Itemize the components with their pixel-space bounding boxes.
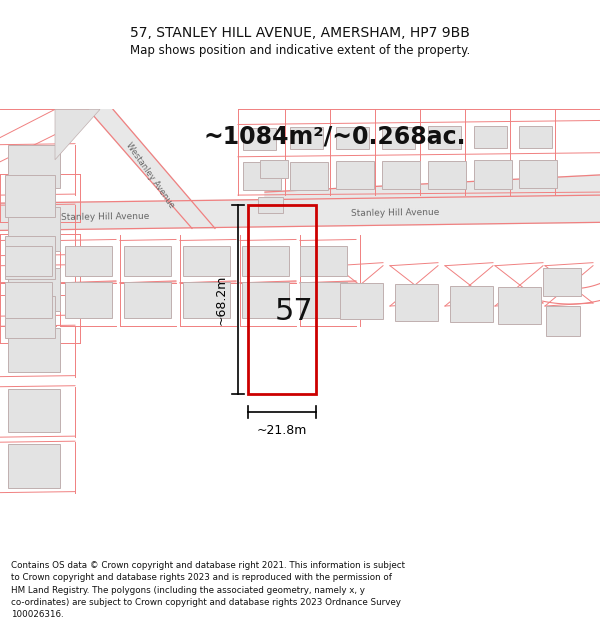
- Bar: [8, 144, 60, 188]
- Bar: [183, 282, 230, 318]
- Bar: [260, 160, 288, 178]
- Bar: [8, 389, 60, 432]
- Bar: [183, 246, 230, 276]
- Bar: [300, 246, 347, 276]
- Text: ~68.2m: ~68.2m: [215, 274, 228, 324]
- Bar: [242, 282, 289, 318]
- Bar: [382, 161, 420, 189]
- Bar: [340, 283, 383, 319]
- Polygon shape: [88, 109, 215, 228]
- Bar: [543, 268, 581, 296]
- Bar: [8, 444, 60, 488]
- Bar: [395, 284, 438, 321]
- Text: 57, STANLEY HILL AVENUE, AMERSHAM, HP7 9BB: 57, STANLEY HILL AVENUE, AMERSHAM, HP7 9…: [130, 26, 470, 40]
- Bar: [5, 236, 55, 279]
- Bar: [474, 160, 512, 189]
- Bar: [65, 246, 112, 276]
- Bar: [124, 282, 171, 318]
- Bar: [5, 246, 52, 276]
- Bar: [336, 127, 369, 149]
- Bar: [428, 161, 466, 189]
- Bar: [243, 162, 281, 190]
- Bar: [300, 282, 347, 318]
- Bar: [8, 328, 60, 372]
- Bar: [382, 127, 415, 149]
- Bar: [242, 246, 289, 276]
- Polygon shape: [265, 175, 600, 203]
- Text: 57: 57: [275, 297, 314, 326]
- Text: Map shows position and indicative extent of the property.: Map shows position and indicative extent…: [130, 44, 470, 57]
- Bar: [519, 126, 552, 148]
- Bar: [498, 288, 541, 324]
- Bar: [290, 161, 328, 190]
- Text: Stanley Hill Avenue: Stanley Hill Avenue: [351, 208, 439, 218]
- Bar: [5, 282, 52, 318]
- Bar: [8, 208, 60, 251]
- Text: ~21.8m: ~21.8m: [257, 424, 307, 437]
- Bar: [290, 127, 323, 149]
- Text: Stanley Hill Avenue: Stanley Hill Avenue: [61, 213, 149, 222]
- Text: Contains OS data © Crown copyright and database right 2021. This information is : Contains OS data © Crown copyright and d…: [11, 561, 405, 619]
- Bar: [336, 161, 374, 189]
- Text: ~1084m²/~0.268ac.: ~1084m²/~0.268ac.: [204, 124, 466, 149]
- Bar: [8, 268, 60, 311]
- Bar: [248, 205, 316, 394]
- Bar: [124, 246, 171, 276]
- Bar: [65, 282, 112, 318]
- Polygon shape: [0, 195, 600, 231]
- Bar: [428, 126, 461, 149]
- Text: Westanley Avenue: Westanley Avenue: [124, 141, 176, 209]
- Bar: [258, 197, 283, 213]
- Polygon shape: [55, 109, 100, 160]
- Bar: [519, 160, 557, 188]
- Bar: [243, 127, 276, 150]
- Bar: [546, 306, 580, 336]
- Bar: [5, 296, 55, 338]
- Bar: [5, 175, 55, 218]
- Bar: [474, 126, 507, 148]
- Bar: [450, 286, 493, 322]
